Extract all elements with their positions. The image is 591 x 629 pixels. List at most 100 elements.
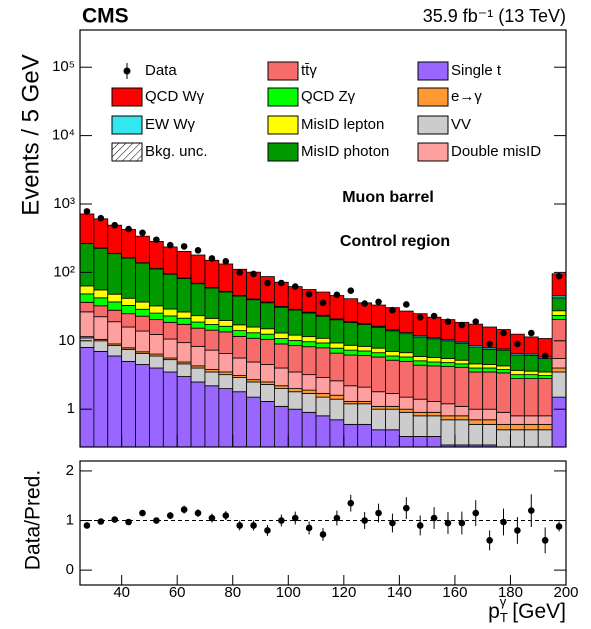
histogram-segment — [301, 389, 317, 394]
histogram-segment — [537, 415, 553, 425]
histogram-segment — [371, 408, 386, 431]
histogram-segment — [273, 385, 289, 389]
x-label-sup: γ — [500, 594, 507, 609]
histogram-segment — [93, 247, 109, 291]
histogram-segment — [260, 384, 275, 402]
histogram-segment — [287, 340, 303, 347]
histogram-segment — [371, 347, 386, 354]
histogram-segment — [426, 365, 442, 402]
ratio-point — [180, 506, 188, 513]
legend-swatch — [267, 115, 299, 135]
histogram-segment — [162, 308, 178, 317]
histogram-segment — [79, 285, 95, 295]
data-point — [333, 291, 341, 299]
x-label-unit: [GeV] — [512, 600, 566, 623]
data-point — [97, 214, 105, 222]
histogram-segment — [176, 278, 192, 313]
data-point — [194, 247, 202, 254]
histogram-segment — [454, 415, 470, 421]
histogram-segment — [260, 400, 275, 448]
ratio-point — [250, 522, 257, 529]
x-tick-label: 160 — [442, 584, 467, 601]
legend-label: Bkg. unc. — [145, 143, 208, 160]
histogram-segment — [93, 218, 109, 249]
histogram-segment — [426, 316, 442, 339]
histogram-segment — [273, 306, 289, 334]
x-tick-label: 140 — [387, 584, 412, 601]
data-point — [500, 329, 507, 337]
histogram-segment — [371, 304, 386, 327]
histogram-segment — [357, 345, 373, 352]
histogram-segment — [287, 334, 303, 341]
data-point — [208, 255, 216, 262]
ratio-point — [541, 537, 549, 544]
histogram-segment — [162, 338, 178, 359]
histogram-segment — [93, 305, 109, 318]
histogram-segment — [204, 329, 220, 351]
histogram-segment — [468, 423, 484, 446]
histogram-segment — [440, 340, 456, 359]
histogram-segment — [523, 370, 539, 376]
histogram-segment — [468, 363, 484, 369]
y-tick-label: 10⁵ — [52, 58, 75, 75]
histogram-segment — [412, 364, 428, 400]
histogram-segment — [315, 342, 331, 349]
histogram-segment — [162, 371, 178, 448]
histogram-segment — [176, 342, 192, 363]
ratio-point — [403, 504, 410, 512]
histogram-segment — [190, 327, 206, 347]
histogram-segment — [218, 331, 234, 354]
histogram-segment — [79, 337, 95, 348]
data-point — [291, 283, 299, 290]
histogram-segment — [287, 408, 303, 448]
histogram-segment — [204, 385, 220, 448]
histogram-segment — [301, 411, 317, 448]
x-tick-label: 100 — [276, 584, 301, 601]
data-point — [486, 340, 493, 348]
data-point — [153, 236, 160, 244]
histogram-segment — [357, 403, 373, 425]
histogram-segment — [315, 396, 331, 417]
histogram-segment — [107, 321, 123, 345]
histogram-segment — [135, 330, 150, 353]
histogram-segment — [232, 324, 248, 331]
histogram-segment — [260, 338, 275, 365]
histogram-segment — [121, 313, 136, 328]
histogram-segment — [190, 367, 206, 383]
histogram-segment — [357, 355, 373, 388]
y-axis-label: Events / 5 GeV — [17, 54, 44, 215]
ratio-point — [278, 517, 285, 524]
histogram-segment — [329, 295, 345, 320]
ratio-point — [125, 518, 132, 526]
ratio-point — [166, 512, 174, 519]
histogram-segment — [551, 310, 567, 316]
histogram-segment — [149, 334, 164, 355]
histogram-segment — [135, 235, 150, 264]
histogram-segment — [496, 429, 511, 448]
histogram-segment — [398, 436, 414, 448]
histogram-segment — [121, 257, 136, 299]
histogram-segment — [149, 367, 164, 448]
histogram-segment — [537, 375, 553, 380]
histogram-segment — [468, 371, 484, 410]
histogram-segment — [371, 429, 386, 448]
histogram-segment — [149, 319, 164, 335]
histogram-segment — [398, 352, 414, 358]
histogram-segment — [523, 378, 539, 417]
histogram-segment — [204, 371, 220, 387]
data-point — [111, 221, 119, 229]
histogram-segment — [162, 315, 178, 323]
data-point — [430, 312, 438, 320]
histogram-segment — [107, 355, 123, 448]
histogram-segment — [426, 400, 442, 413]
histogram-segment — [454, 359, 470, 365]
annotation: Control region — [340, 233, 450, 250]
histogram-segment — [496, 411, 511, 425]
main-frame — [79, 29, 567, 448]
histogram-segment — [218, 325, 234, 333]
x-tick-label: 120 — [331, 584, 356, 601]
histogram-segment — [93, 350, 109, 448]
histogram-segment — [149, 312, 164, 321]
legend-label: MisID lepton — [301, 116, 384, 133]
ratio-point — [222, 512, 230, 519]
